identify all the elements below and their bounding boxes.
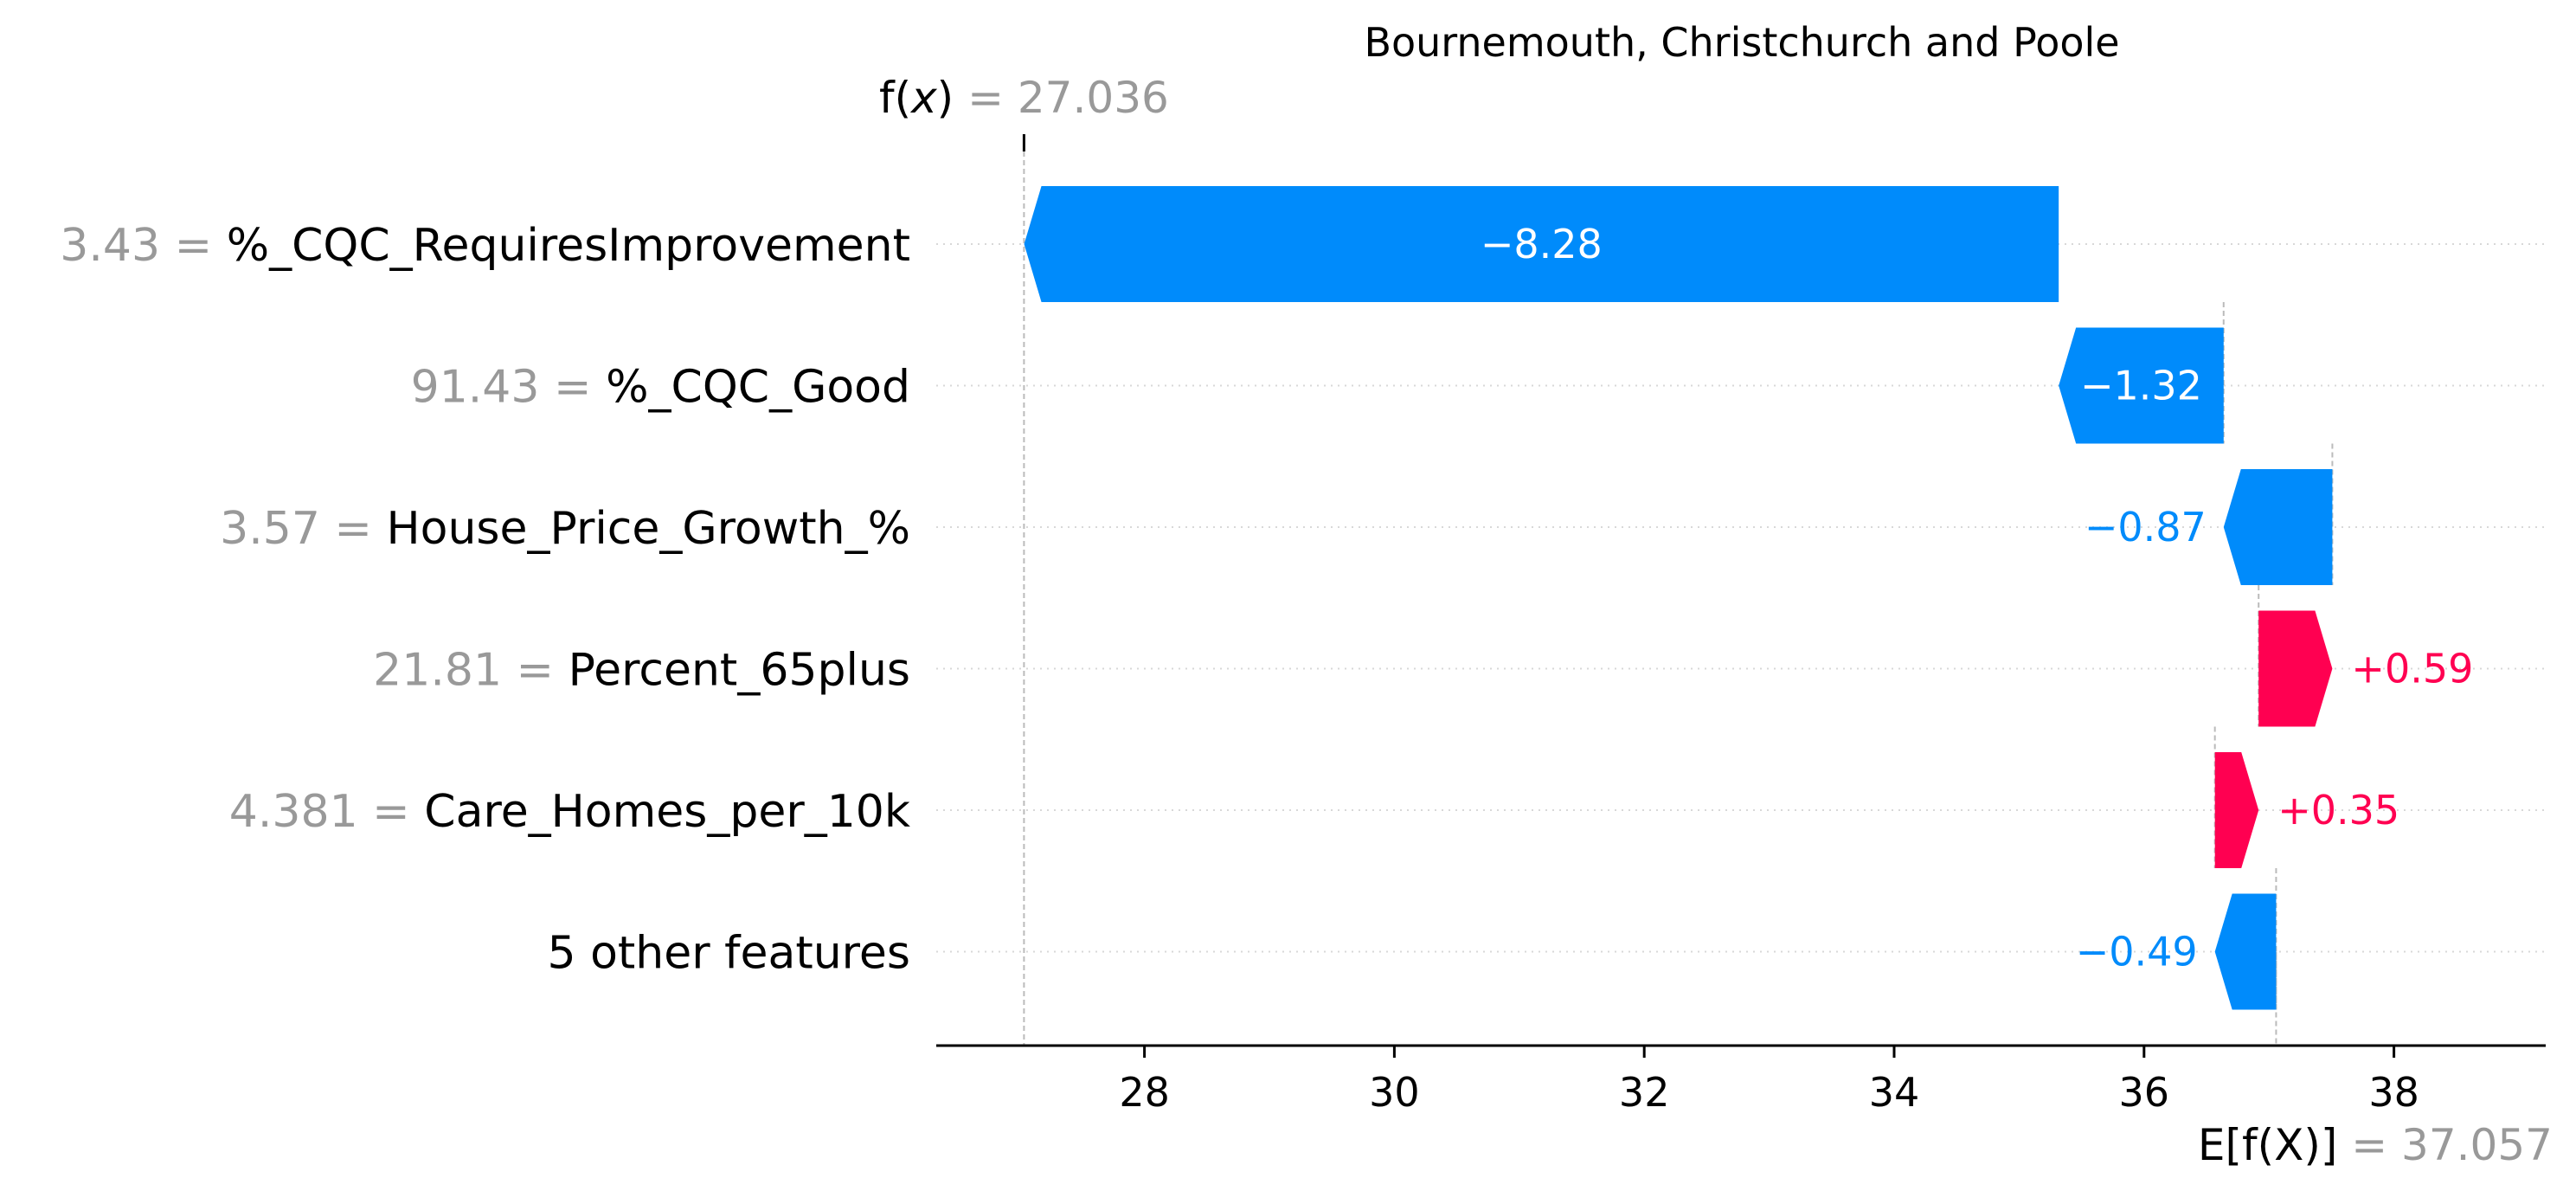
waterfall-bar <box>2214 752 2259 868</box>
bar-value-label: −1.32 <box>2080 363 2202 409</box>
bar-value-label: −0.87 <box>2085 504 2207 550</box>
feature-label: 91.43 = %_CQC_Good <box>411 362 910 414</box>
grid-layer <box>936 243 2546 953</box>
x-tick-label: 36 <box>2119 1069 2170 1116</box>
feature-value: 91.43 = <box>411 362 607 414</box>
feature-name: %_CQC_RequiresImprovement <box>227 220 910 272</box>
x-tick-label: 38 <box>2368 1069 2419 1116</box>
expected-value-label: E[f(X)] = 37.057 <box>2198 1120 2553 1170</box>
bar-value-label: −8.28 <box>1481 221 1603 267</box>
bar-value-label: +0.35 <box>2277 787 2399 834</box>
bar-layer <box>1024 186 2333 1010</box>
bar-value-label: −0.49 <box>2076 929 2198 975</box>
waterfall-bar <box>2223 469 2333 585</box>
x-tick-label: 30 <box>1369 1069 1420 1116</box>
x-tick-label: 28 <box>1119 1069 1170 1116</box>
chart-title: Bournemouth, Christchurch and Poole <box>1364 19 2119 66</box>
feature-label: 3.57 = House_Price_Growth_% <box>220 503 910 555</box>
feature-value: 4.381 = <box>229 786 425 838</box>
feature-label: 4.381 = Care_Homes_per_10k <box>229 786 910 838</box>
fx-label: f(x) = 27.036 <box>879 73 1169 123</box>
x-tick-label: 32 <box>1619 1069 1670 1116</box>
label-layer: −8.28 3.43 = %_CQC_RequiresImprovement −1.… <box>60 73 2553 1170</box>
x-axis: 28 30 32 34 36 38 <box>936 1044 2546 1116</box>
waterfall-bar <box>2214 893 2277 1010</box>
feature-label: 5 other features <box>547 928 910 980</box>
feature-name: %_CQC_Good <box>606 362 910 414</box>
feature-value: 21.81 = <box>373 645 569 697</box>
feature-label: 3.43 = %_CQC_RequiresImprovement <box>60 220 910 272</box>
x-tick-label: 34 <box>1869 1069 1920 1116</box>
feature-name: 5 other features <box>547 928 910 980</box>
feature-name: Care_Homes_per_10k <box>424 786 910 838</box>
bar-value-label: +0.59 <box>2351 646 2473 692</box>
feature-name: House_Price_Growth_% <box>387 503 910 555</box>
feature-value: 3.57 = <box>220 503 386 555</box>
feature-value: 3.43 = <box>60 220 226 272</box>
waterfall-bar <box>1024 186 2059 302</box>
waterfall-bar <box>2059 327 2224 444</box>
feature-label: 21.81 = Percent_65plus <box>373 645 910 697</box>
feature-name: Percent_65plus <box>569 645 910 697</box>
waterfall-bar <box>2258 610 2333 727</box>
